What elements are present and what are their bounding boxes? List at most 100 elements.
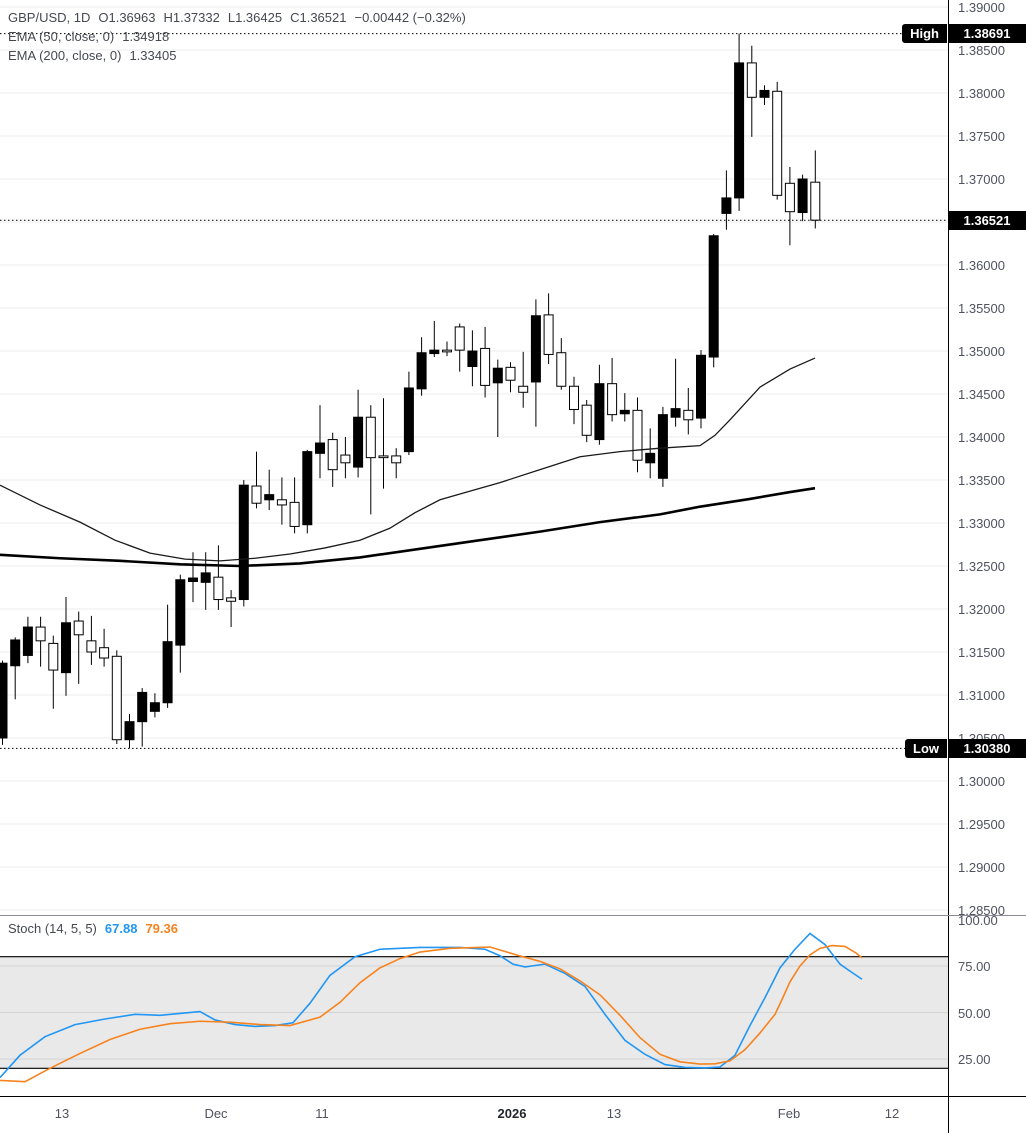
candle-body [619, 409, 630, 415]
candle-body [137, 691, 148, 723]
candle-body [61, 622, 71, 674]
price-axis-label: 1.33500 [958, 473, 1005, 488]
stoch-axis-label: 50.00 [958, 1005, 991, 1021]
ohlc-close: C1.36521 [290, 10, 347, 25]
candle-body [454, 326, 465, 351]
candle-body [162, 641, 173, 704]
candle-body [734, 62, 745, 199]
candle-body [797, 178, 808, 214]
candle-body [594, 383, 605, 441]
candle-body [696, 354, 706, 419]
candle-body [22, 626, 33, 656]
high-price-badge: 1.38691 [948, 24, 1026, 44]
price-axis-label: 1.35500 [958, 301, 1005, 316]
time-axis-label: 2026 [497, 1106, 527, 1121]
ema50-line [0, 357, 816, 562]
price-axis-label: 1.38500 [958, 43, 1005, 58]
candle-body [492, 367, 503, 384]
ema50-legend-row[interactable]: EMA (50, close, 0) 1.34918 [8, 28, 466, 46]
candle-body [429, 349, 440, 355]
price-axis-label: 1.37000 [958, 172, 1005, 187]
ema200-legend-row[interactable]: EMA (200, close, 0) 1.33405 [8, 47, 466, 65]
candle-body [416, 352, 427, 390]
stoch-axis-label: 75.00 [958, 959, 991, 974]
candle-body [213, 576, 224, 601]
candle-body [467, 350, 478, 367]
candle-body [746, 62, 757, 98]
candle-body [543, 314, 554, 355]
candle-body [632, 409, 643, 461]
candle-body [607, 383, 618, 416]
candle-body [175, 579, 186, 646]
candle-body [810, 181, 821, 221]
change-value: −0.00442 (−0.32%) [354, 10, 466, 25]
candle-body [188, 577, 198, 582]
candle-body [0, 662, 8, 739]
candle-body [315, 442, 325, 454]
candle-body [124, 721, 135, 741]
candle-body [10, 639, 21, 667]
time-axis-label: Feb [777, 1106, 801, 1121]
candle-body [378, 455, 389, 459]
stoch-d-line [0, 944, 863, 1083]
ema50-value: 1.34918 [122, 29, 170, 44]
candle-body [276, 499, 287, 506]
low-price-badge: 1.30380 [948, 738, 1026, 758]
candle-body [772, 90, 783, 196]
candle-body [670, 408, 681, 418]
candle-body [238, 484, 249, 601]
price-axis-label: 1.35000 [958, 344, 1005, 359]
candle-body [581, 404, 592, 436]
candle-body [48, 642, 59, 671]
time-axis-label: 11 [315, 1106, 329, 1121]
candle-body [505, 366, 516, 381]
symbol-legend-row[interactable]: GBP/USD, 1D O1.36963 H1.37332 L1.36425 C1.36… [8, 9, 466, 27]
stoch-legend-row[interactable]: Stoch (14, 5, 5) 67.88 79.36 [8, 921, 178, 936]
ohlc-open: O1.36963 [98, 10, 156, 25]
ema200-value: 1.33405 [129, 48, 177, 63]
main-legend[interactable]: GBP/USD, 1D O1.36963 H1.37332 L1.36425 C1.36… [8, 9, 466, 66]
candle-body [403, 387, 414, 453]
candlesticks [0, 33, 821, 749]
price-axis-label: 1.29000 [958, 860, 1005, 875]
time-axis-label: 13 [606, 1106, 622, 1121]
high-label-badge: High [902, 24, 947, 44]
candle-body [35, 626, 46, 642]
candle-body [111, 655, 122, 741]
ohlc-low: L1.36425 [227, 10, 283, 25]
candle-body [200, 572, 211, 583]
stoch-label: Stoch (14, 5, 5) [8, 921, 97, 936]
candle-body [530, 315, 541, 383]
price-axis-label: 1.36000 [958, 258, 1005, 273]
candle-body [708, 235, 719, 358]
candle-body [784, 182, 795, 213]
stoch-k-value: 67.88 [104, 921, 138, 936]
candle-body [645, 452, 656, 464]
candle-body [353, 416, 364, 468]
candle-body [86, 640, 97, 653]
price-axis-label: 1.28500 [958, 903, 1005, 918]
price-axis-label: 1.29500 [958, 817, 1005, 832]
ema200-label: EMA (200, close, 0) [8, 48, 122, 63]
stoch-k-line [0, 932, 863, 1079]
candle-body [340, 454, 351, 464]
candle-body [556, 352, 567, 387]
last-price-badge: 1.36521 [948, 210, 1026, 230]
candle-body [251, 485, 262, 504]
candle-body [226, 597, 237, 602]
price-axis-label: 1.31000 [958, 688, 1005, 703]
candle-body [480, 347, 491, 386]
candle-body [99, 647, 110, 659]
candle-body [289, 501, 300, 527]
price-axis-label: 1.30000 [958, 774, 1005, 789]
candle-body [264, 494, 275, 501]
price-axis-label: 1.31500 [958, 645, 1005, 660]
stoch-axis-label: 100.00 [958, 912, 998, 928]
time-axis-label: Dec [204, 1106, 228, 1121]
price-axis-label: 1.39000 [958, 0, 1005, 15]
ohlc-high: H1.37332 [163, 10, 220, 25]
stoch-axis-label: 25.00 [958, 1052, 991, 1067]
candle-body [683, 409, 694, 421]
